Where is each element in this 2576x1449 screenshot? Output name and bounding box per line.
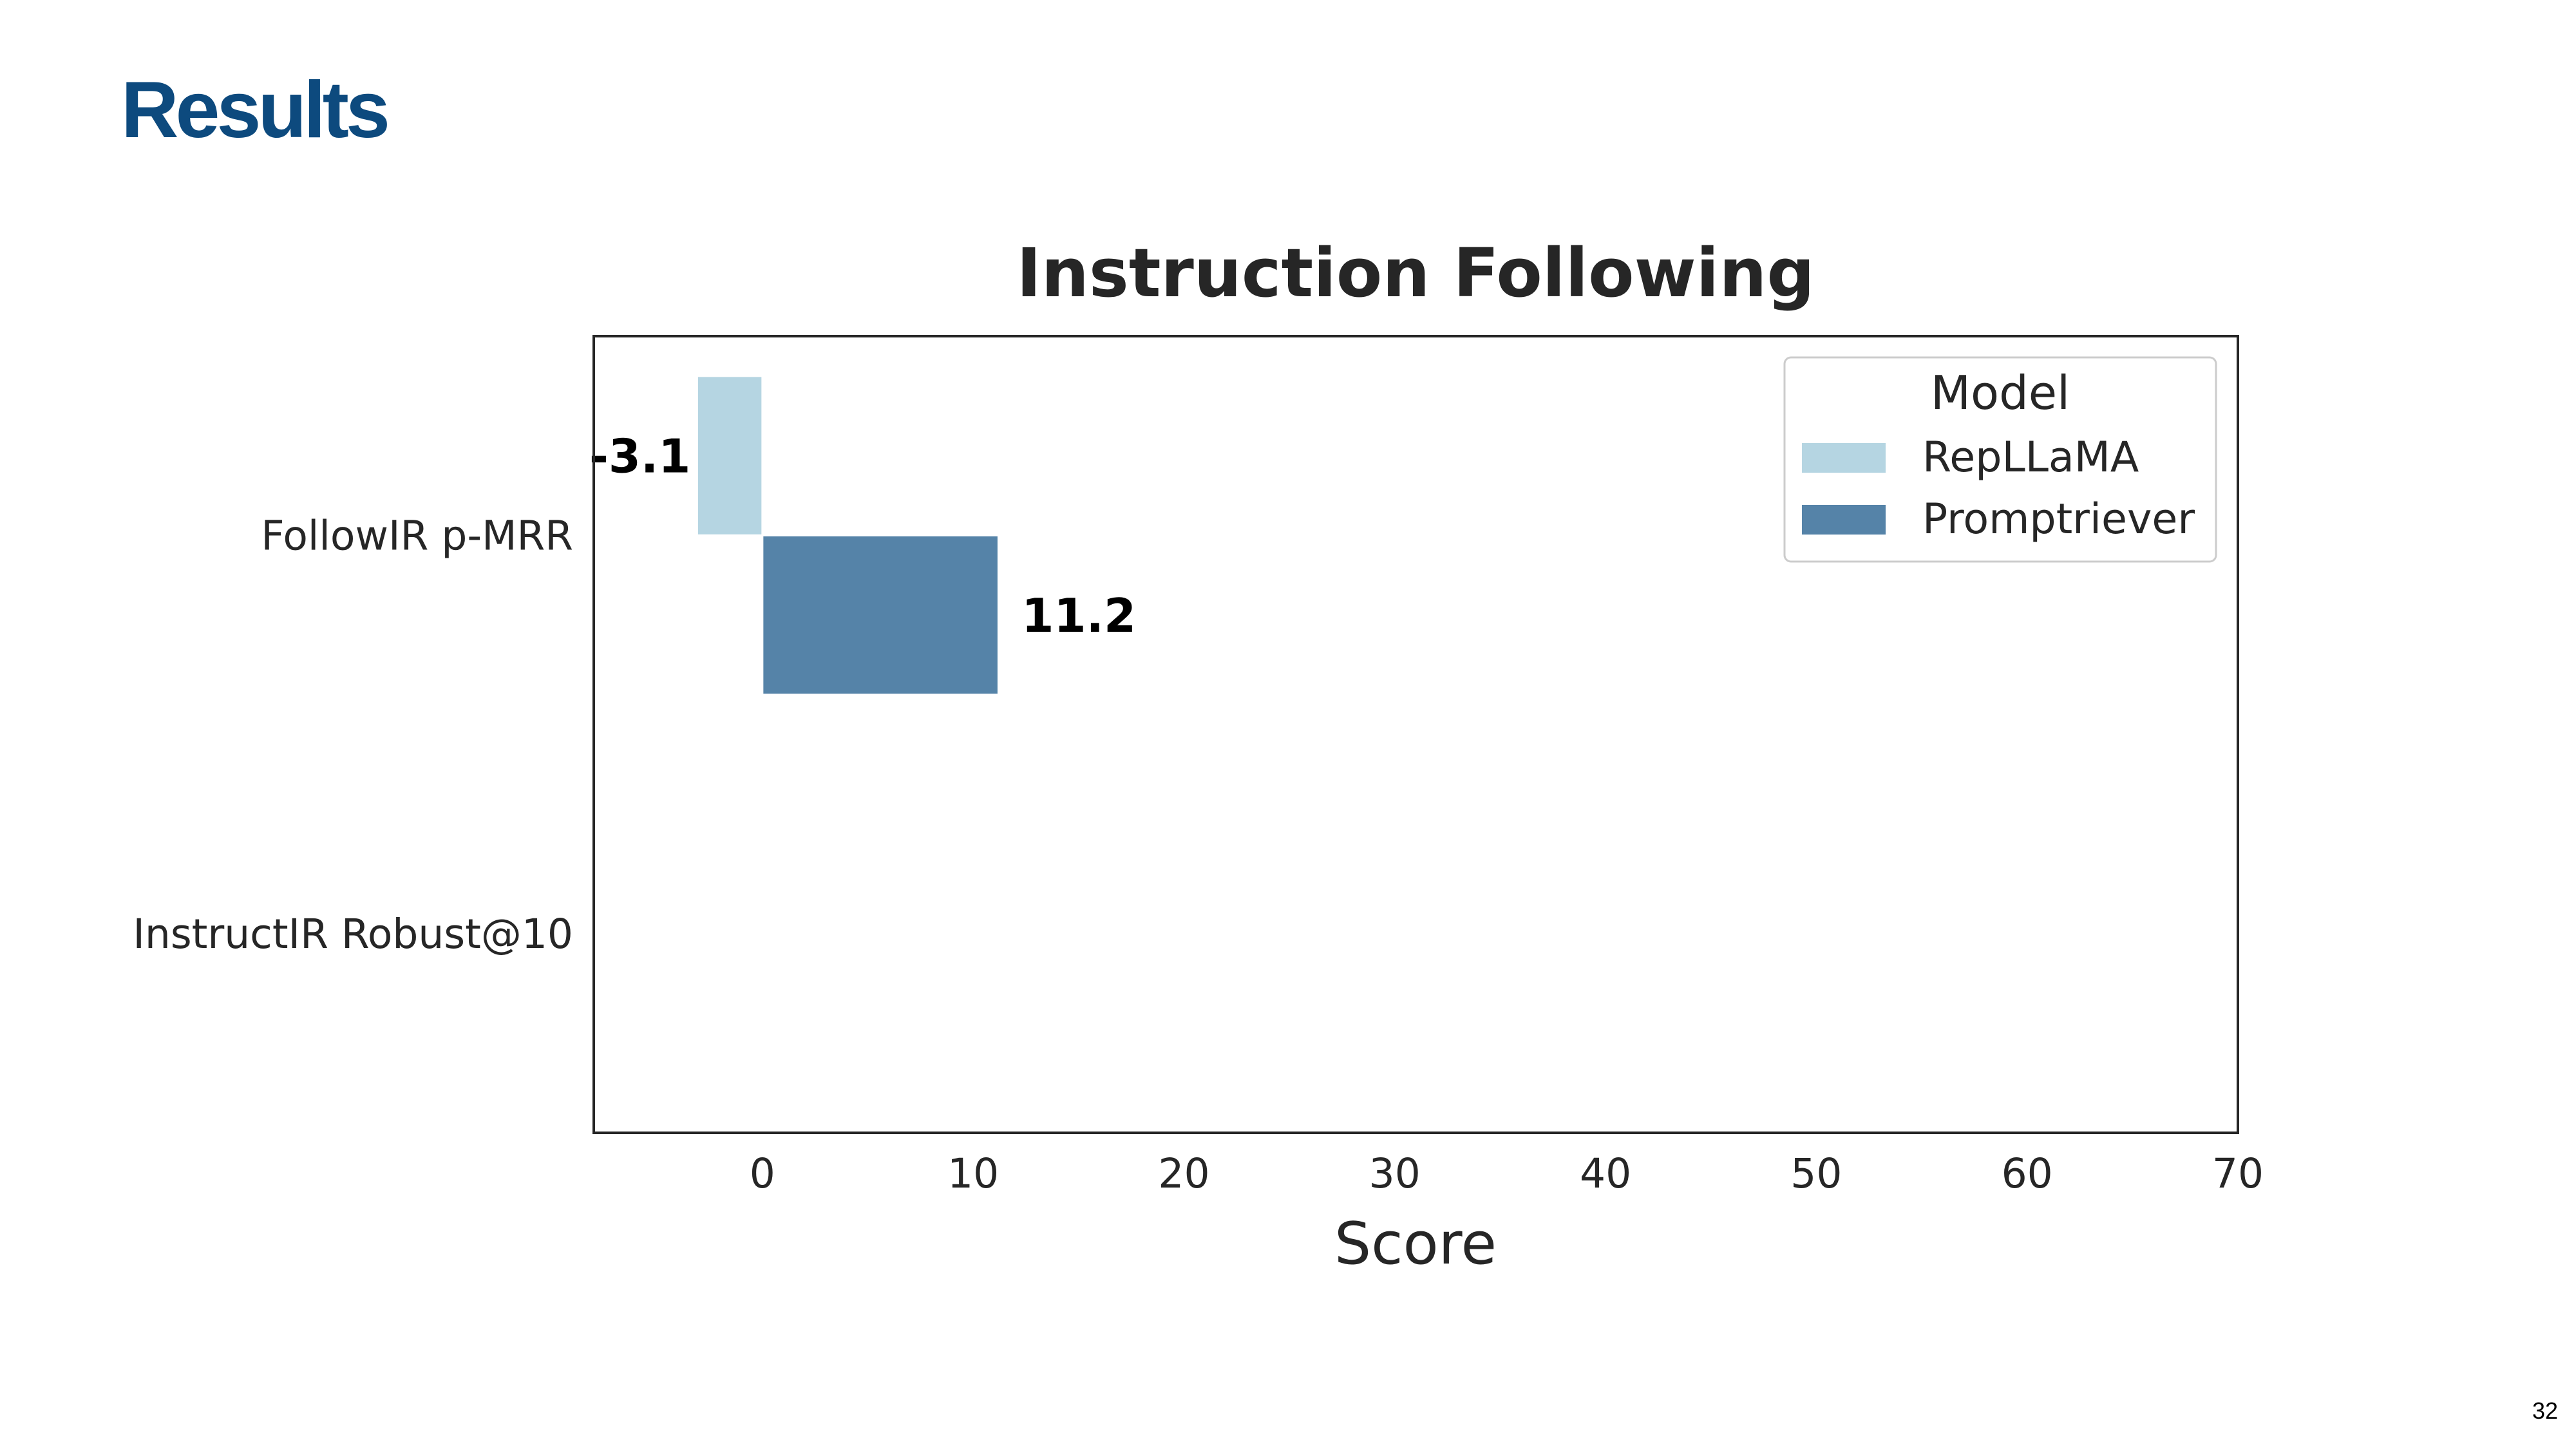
bars-group <box>696 375 999 696</box>
bar-value-label: 11.2 <box>1021 589 1136 643</box>
y-axis-ticks: FollowIR p-MRR InstructIR Robust@10 <box>133 512 573 958</box>
plot-frame <box>592 335 2239 1134</box>
slide-title: Results <box>121 66 390 155</box>
x-tick-label: 10 <box>947 1150 999 1197</box>
y-tick-label: FollowIR p-MRR <box>261 512 573 559</box>
bar-value-label: -3.1 <box>589 430 690 484</box>
x-tick-label: 0 <box>750 1150 775 1197</box>
legend-swatch <box>1802 443 1886 473</box>
chart-title: Instruction Following <box>1016 234 1815 312</box>
x-tick-label: 40 <box>1580 1150 1631 1197</box>
x-axis-label: Score <box>1334 1210 1497 1278</box>
legend-title: Model <box>1931 366 2070 420</box>
x-axis-ticks: 0 10 20 30 40 50 60 70 <box>750 1150 2264 1197</box>
x-tick-label: 70 <box>2212 1150 2264 1197</box>
legend-entry-label: RepLLaMA <box>1922 433 2139 482</box>
bar-promptriever <box>761 534 999 696</box>
legend-frame <box>1783 356 2217 563</box>
legend-swatch <box>1802 505 1886 535</box>
bar-repllama <box>696 375 764 536</box>
x-tick-label: 60 <box>2002 1150 2053 1197</box>
x-tick-label: 50 <box>1790 1150 1842 1197</box>
legend-entries: RepLLaMA Promptriever <box>1802 433 2195 544</box>
legend-entry-label: Promptriever <box>1922 495 2195 544</box>
y-tick-label: InstructIR Robust@10 <box>133 911 573 958</box>
x-tick-label: 30 <box>1369 1150 1421 1197</box>
page-number: 32 <box>2532 1397 2558 1424</box>
legend: Model RepLLaMA Promptriever <box>1783 356 2217 563</box>
x-tick-label: 20 <box>1158 1150 1209 1197</box>
bar-labels-group: -3.1 11.2 <box>589 430 1136 643</box>
